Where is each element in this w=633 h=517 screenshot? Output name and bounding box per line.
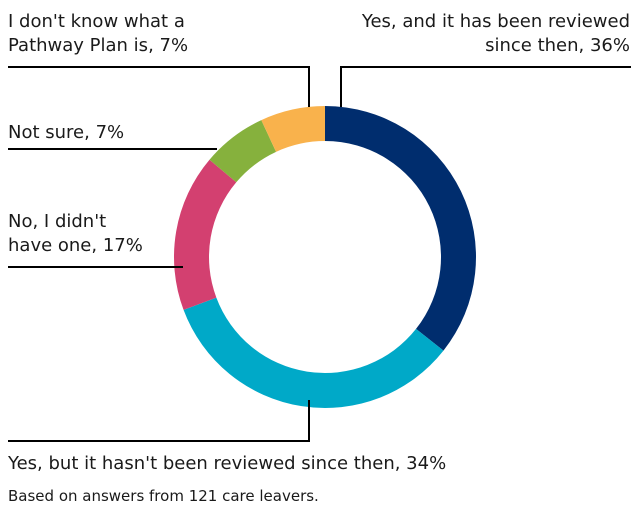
label-dont-know: I don't know what a Pathway Plan is, 7% [8,10,188,58]
label-no-line-2: have one, 17% [8,235,143,256]
chart-note: Based on answers from 121 care leavers. [8,487,319,505]
label-yes-reviewed-line-2: since then, 36% [485,35,630,56]
label-no-line-1: No, I didn't [8,211,107,232]
donut-slice-2 [174,159,237,310]
donut-slice-3 [209,120,277,183]
label-yes-not-reviewed: Yes, but it hasn't been reviewed since t… [8,452,446,476]
label-dont-know-line-2: Pathway Plan is, 7% [8,35,189,56]
label-yes-reviewed: Yes, and it has been reviewed since then… [362,10,630,58]
label-not-sure-line-1: Not sure, 7% [8,122,125,143]
donut-slice-1 [183,297,444,408]
donut-slice-4 [261,106,325,152]
label-yes-reviewed-line-1: Yes, and it has been reviewed [361,11,630,32]
leader-line-yes-not-reviewed [8,400,310,442]
leader-line-reviewed [8,66,310,107]
donut-slices [174,106,476,408]
label-no: No, I didn't have one, 17% [8,210,143,258]
leader-lines [8,66,631,442]
leader-line-yes-reviewed [340,66,631,107]
label-dont-know-line-1: I don't know what a [8,11,185,32]
label-yes-not-reviewed-line-1: Yes, but it hasn't been reviewed since t… [8,453,447,474]
label-not-sure: Not sure, 7% [8,121,124,145]
donut-slice-0 [325,106,476,351]
